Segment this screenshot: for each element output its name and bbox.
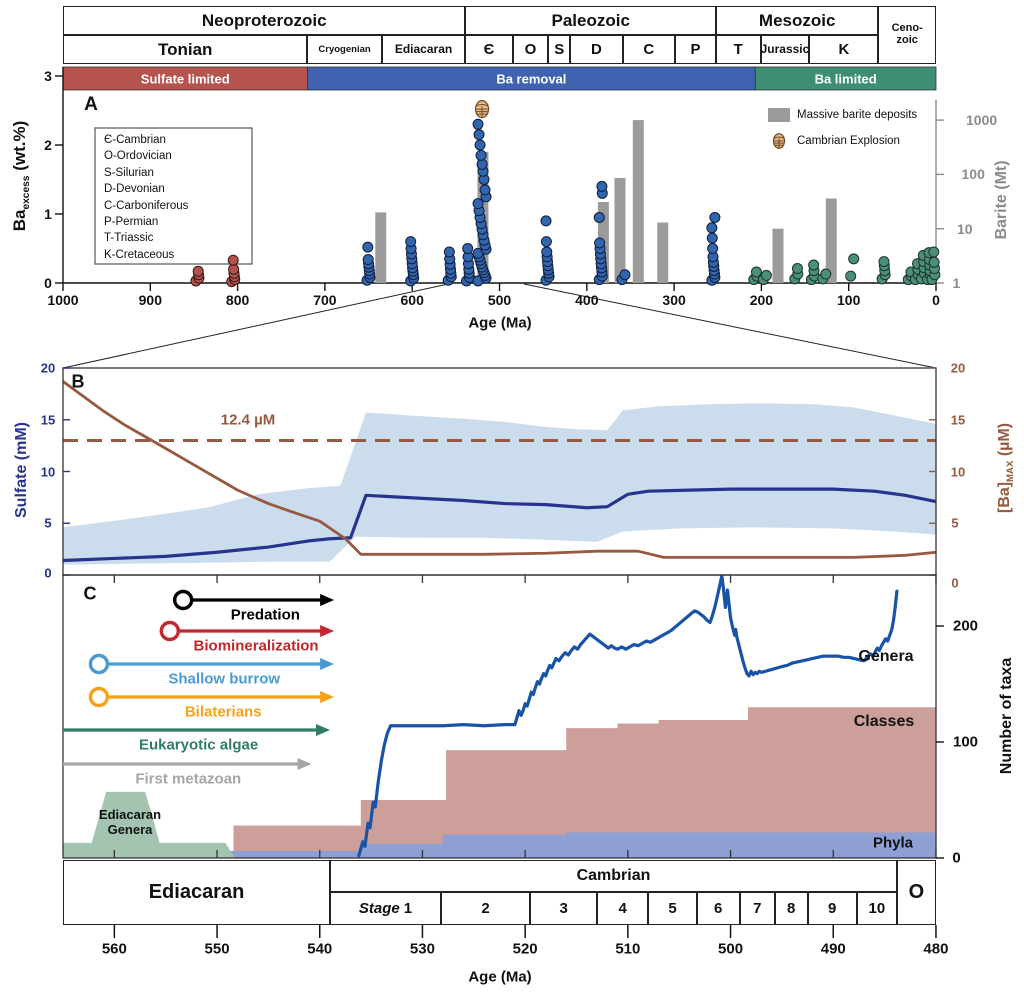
stage-box-6: 6 — [696, 892, 740, 925]
era-box-1: Paleozoic — [465, 6, 716, 35]
stage-box-1: Stage 1 — [330, 892, 441, 925]
period-box-1: Cryogenian — [307, 35, 382, 64]
redox-bands — [62, 66, 937, 91]
panel-a — [55, 67, 944, 369]
era-box-0: Neoproterozoic — [63, 6, 466, 35]
period-box-3: Є — [465, 35, 513, 64]
era-label: Paleozoic — [551, 10, 630, 30]
period-box-9: T — [716, 35, 761, 64]
cambrian-box: Cambrian — [330, 860, 897, 892]
ediacaran-box: Ediacaran — [63, 860, 331, 925]
stage-box-10: 10 — [856, 892, 897, 925]
panel-b — [62, 367, 937, 576]
bottom-axis — [113, 925, 937, 938]
ordovician-box: O — [896, 860, 936, 925]
stage-box-4: 4 — [597, 892, 649, 925]
period-box-6: D — [570, 35, 623, 64]
stage-box-5: 5 — [648, 892, 697, 925]
period-box-10: Jurassic — [760, 35, 810, 64]
era-label: Ceno- — [891, 22, 923, 35]
barite-swatch — [768, 108, 790, 122]
stage-box-2: 2 — [440, 892, 531, 925]
panel-a-legend — [768, 108, 790, 149]
period-box-2: Ediacaran — [381, 35, 466, 64]
period-box-5: S — [548, 35, 571, 64]
stage-box-3: 3 — [530, 892, 598, 925]
period-box-8: P — [674, 35, 716, 64]
stage-box-7: 7 — [739, 892, 775, 925]
stage-italic-label: Stage — [358, 899, 400, 917]
period-box-11: K — [809, 35, 879, 64]
era-label: Mesozoic — [758, 10, 836, 30]
period-box-0: Tonian — [63, 35, 308, 64]
trilobite-icon — [772, 133, 786, 149]
panel-a-dots — [190, 118, 941, 288]
era-label: Neoproterozoic — [201, 10, 327, 30]
period-box-7: C — [622, 35, 675, 64]
era-box-2: Mesozoic — [716, 6, 879, 35]
period-box-4: O — [512, 35, 549, 64]
stage-box-9: 9 — [807, 892, 857, 925]
trilobite-icon — [474, 100, 490, 119]
era-label: zoic — [896, 34, 918, 46]
panel-c-events — [63, 589, 335, 770]
era-box-3: Ceno-zoic — [878, 6, 936, 64]
stage-box-8: 8 — [774, 892, 808, 925]
panel-c — [62, 574, 944, 859]
